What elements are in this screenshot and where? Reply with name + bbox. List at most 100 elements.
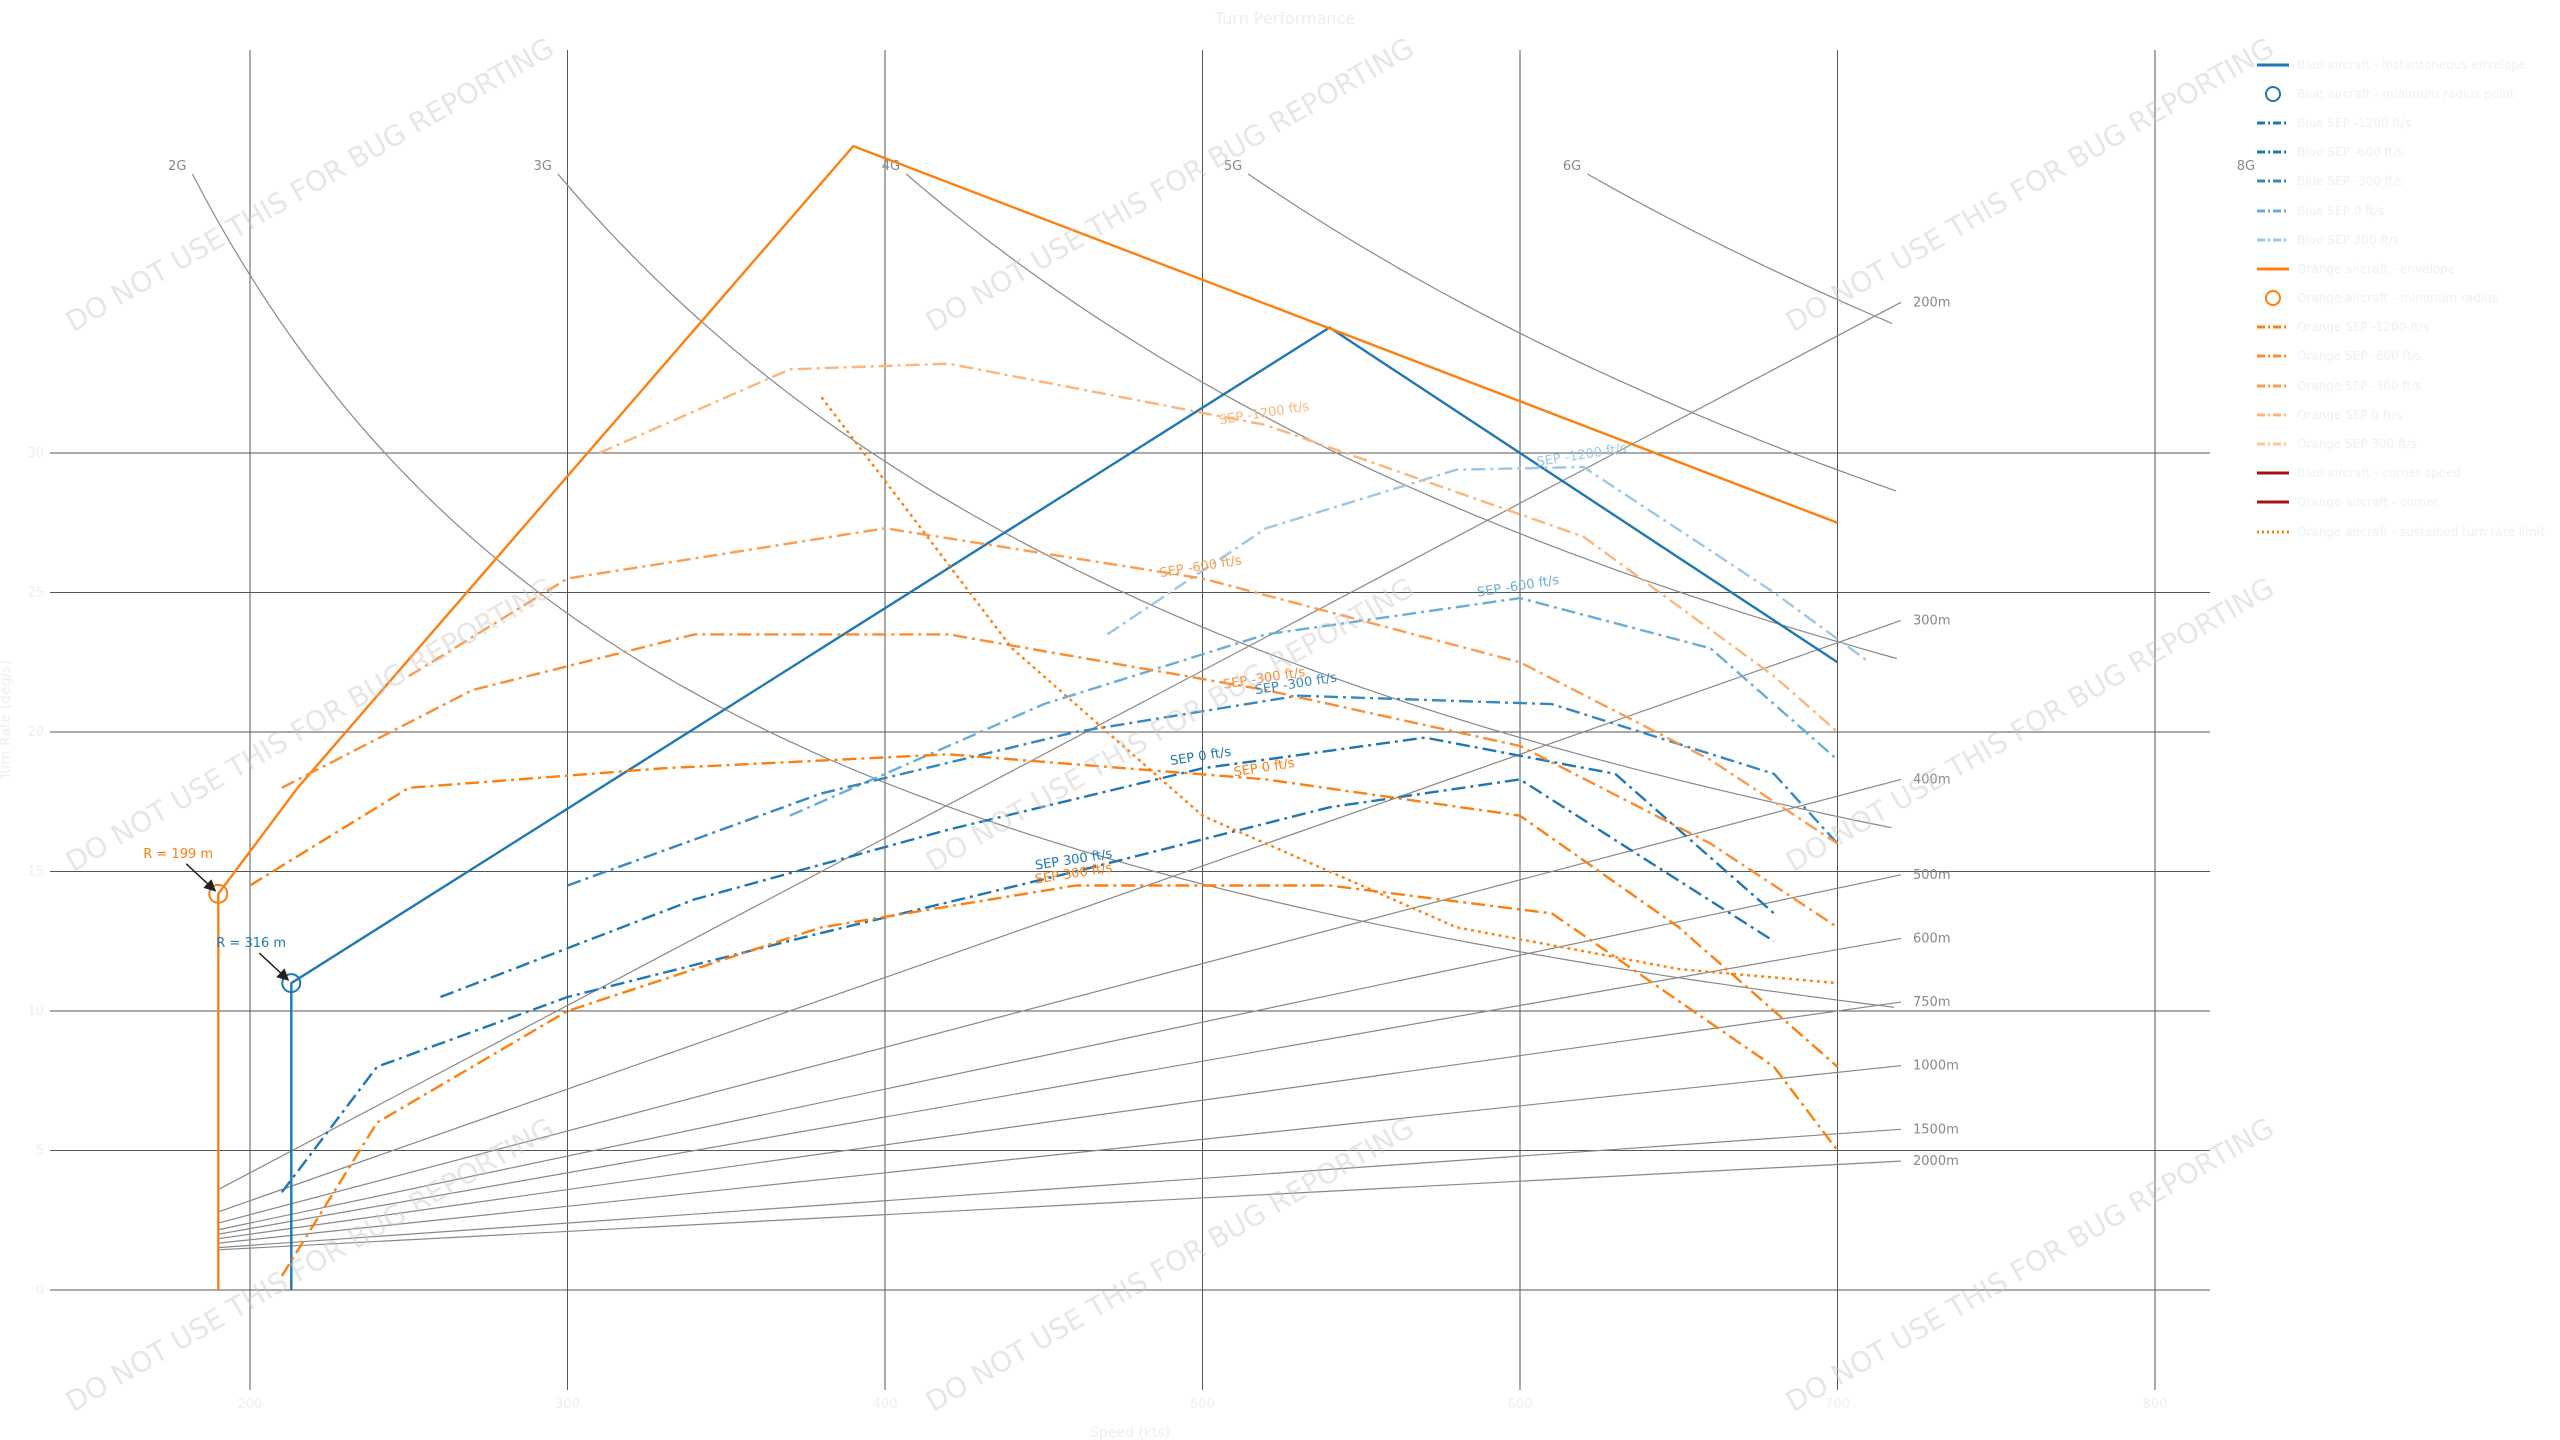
legend-item: Blue SEP -1200 ft/s (2255, 108, 2555, 137)
legend-symbol (2257, 471, 2289, 475)
legend-item: Blue SEP 0 ft/s (2255, 196, 2555, 225)
legend-item: Blue aircraft - minimum radius point (2255, 79, 2555, 108)
legend-label: Orange SEP 300 ft/s (2297, 437, 2418, 452)
legend: Blue aircraft - instantaneous envelope Bl… (2255, 50, 2555, 546)
series-or_sep_m300 (281, 633, 1839, 929)
x-tick-label: 300 (555, 1397, 580, 1412)
series-bl_sep_0 (440, 736, 1775, 999)
legend-symbol (2257, 63, 2289, 67)
min-radius-marker (281, 973, 302, 994)
legend-label: Blue SEP -1200 ft/s (2297, 115, 2412, 130)
legend-label: Orange SEP -600 ft/s (2297, 349, 2422, 364)
legend-label: Blue aircraft - instantaneous envelope (2297, 57, 2527, 72)
legend-symbol (2265, 290, 2281, 307)
series-or_sep_0 (249, 753, 1839, 1068)
series-bl_sep_m600 (789, 596, 1839, 817)
radius-line-400m (218, 778, 1902, 1224)
legend-label: Orange SEP -300 ft/s (2297, 378, 2422, 393)
sep-label: SEP -1200 ft/s (1536, 441, 1628, 470)
legend-item: Blue SEP 300 ft/s (2255, 225, 2555, 254)
g-line-label: 3G (534, 159, 552, 174)
legend-label: Blue aircraft - minimum radius point (2297, 86, 2515, 101)
legend-symbol (2257, 354, 2289, 358)
y-tick-label: 20 (27, 725, 44, 740)
x-tick-label: 200 (238, 1397, 263, 1412)
series-or_instant_envelope (217, 144, 1838, 1290)
annotation-arrow (258, 952, 290, 981)
radius-line-1500m (218, 1128, 1902, 1249)
legend-label: Blue SEP 300 ft/s (2297, 232, 2400, 247)
x-tick-label: 700 (1825, 1397, 1850, 1412)
x-axis-label: Speed (kts) (1090, 1425, 1170, 1440)
legend-symbol (2257, 384, 2289, 388)
series-or_sep_300 (280, 884, 1839, 1277)
legend-item: Orange SEP 0 ft/s (2255, 400, 2555, 429)
legend-item: Orange aircraft - corner (2255, 488, 2555, 517)
legend-symbol (2265, 85, 2281, 102)
legend-item: Blue aircraft - instantaneous envelope (2255, 50, 2555, 79)
radius-line-label: 750m (1913, 995, 1950, 1010)
radius-line-labels: 200m 300m 400m 500m 600m 750m 1000m 1500m 2000m (1913, 295, 1959, 1169)
radius-line-label: 500m (1913, 868, 1950, 883)
legend-label: Orange aircraft - minimum radius (2297, 291, 2498, 306)
radius-line-label: 200m (1913, 295, 1950, 310)
tick-labels: 200 300 400 500 600 700 800 0 5 10 15 20 25 30 (27, 446, 2167, 1412)
y-tick-label: 15 (27, 865, 44, 880)
legend-label: Blue aircraft - corner speed (2297, 466, 2461, 481)
legend-item: Blue SEP -600 ft/s (2255, 138, 2555, 167)
radius-line-300m (218, 619, 1902, 1213)
x-tick-label: 800 (2143, 1397, 2168, 1412)
radius-line-1000m (218, 1065, 1902, 1244)
min-radius-marker (208, 883, 229, 904)
legend-symbol (2257, 325, 2289, 329)
annotation-text: R = 199 m (143, 847, 213, 862)
legend-symbol (2257, 121, 2289, 125)
radius-line-500m (218, 874, 1902, 1231)
g-line-2G (191, 173, 1895, 1008)
y-axis-label: Turn Rate (deg/s) (0, 660, 14, 781)
sep-label: SEP 0 ft/s (1233, 756, 1296, 780)
radius-line-2000m (218, 1160, 1902, 1251)
series-or_sep_m1200 (598, 362, 1839, 733)
legend-label: Orange SEP -1200 ft/s (2297, 320, 2430, 335)
legend-item: Orange SEP -600 ft/s (2255, 342, 2555, 371)
radius-line-label: 300m (1913, 613, 1950, 628)
legend-label: Orange SEP 0 ft/s (2297, 407, 2402, 422)
radius-line-200m (217, 301, 1902, 1191)
g-line-label: 8G (2237, 159, 2255, 174)
annotation-text: R = 316 m (216, 936, 286, 951)
legend-item: Blue aircraft - corner speed (2255, 459, 2555, 488)
y-tick-label: 10 (27, 1004, 44, 1019)
legend-symbol (2257, 150, 2289, 154)
legend-label: Orange aircraft - corner (2297, 495, 2439, 510)
y-tick-label: 25 (27, 586, 44, 601)
y-tick-label: 0 (36, 1283, 44, 1298)
g-line-label: 6G (1563, 159, 1581, 174)
sep-label: SEP -600 ft/s (1159, 553, 1243, 581)
legend-label: Orange aircraft - sustained turn rate li… (2297, 524, 2546, 539)
series-or_corner (820, 396, 1838, 985)
legend-item: Orange SEP 300 ft/s (2255, 429, 2555, 458)
legend-label: Blue SEP 0 ft/s (2297, 203, 2385, 218)
legend-symbol (2257, 179, 2289, 183)
g-lines (191, 173, 1897, 1008)
legend-item: Orange SEP -1200 ft/s (2255, 313, 2555, 342)
g-line-5G (1247, 173, 1897, 492)
legend-symbol (2257, 413, 2289, 417)
sep-label: SEP -600 ft/s (1476, 573, 1560, 601)
series-bl_sep_300 (280, 778, 1775, 1194)
radius-line-750m (218, 1001, 1902, 1240)
g-line-label: 5G (1224, 159, 1242, 174)
g-line-labels: 2G3G4G5G6G8G10G12G14G16G18G (168, 159, 2255, 174)
series-bl_instant_envelope (290, 326, 1839, 1290)
x-tick-label: 600 (1508, 1397, 1533, 1412)
legend-symbol (2257, 500, 2289, 504)
g-line-3G (557, 173, 1892, 829)
x-tick-label: 500 (1190, 1397, 1215, 1412)
legend-symbol (2257, 209, 2289, 213)
legend-label: Blue SEP -600 ft/s (2297, 145, 2404, 160)
g-line-label: 2G (168, 159, 186, 174)
radius-lines (217, 301, 1902, 1251)
